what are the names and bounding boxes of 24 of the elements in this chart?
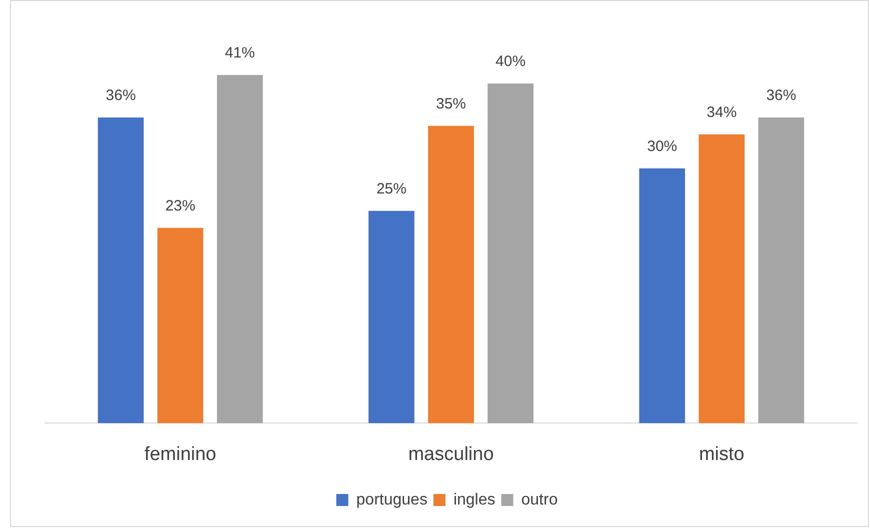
x-tick-label: feminino (144, 444, 216, 465)
bar (216, 74, 263, 424)
bar (488, 83, 534, 424)
legend-label: portugues (356, 491, 428, 508)
x-tick-label: misto (698, 444, 744, 465)
bar (98, 117, 144, 424)
data-label: 36% (766, 87, 796, 104)
data-label: 36% (106, 87, 136, 104)
data-label: 25% (376, 180, 406, 198)
bar (368, 210, 414, 424)
data-label: 40% (496, 53, 526, 70)
data-label: 35% (436, 96, 466, 113)
bar (428, 126, 474, 424)
x-tick-label: masculino (408, 444, 494, 465)
bar (758, 117, 804, 424)
data-label: 30% (647, 138, 678, 156)
legend-label: outro (521, 491, 558, 508)
legend-label: ingles (453, 491, 496, 508)
bar (639, 168, 686, 424)
data-label: 41% (224, 44, 255, 62)
bar (157, 228, 204, 424)
data-label: 23% (165, 197, 196, 214)
bar (698, 134, 745, 424)
data-label: 34% (706, 104, 737, 122)
